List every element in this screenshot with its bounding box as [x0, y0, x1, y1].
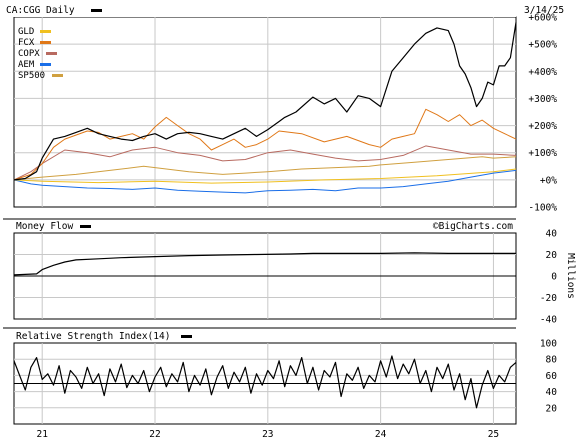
chart-date: 3/14/25	[524, 5, 564, 16]
x-tick-label: 21	[36, 429, 48, 440]
legend-label: COPX	[18, 49, 40, 59]
series-line-aem	[13, 169, 517, 194]
y-tick-label: -20	[540, 293, 557, 304]
y-tick-label: +500%	[528, 40, 557, 51]
rsi-title: Relative Strength Index(14)	[16, 331, 170, 342]
series-line-fcx	[13, 108, 517, 181]
series-line-money-flow	[13, 252, 516, 276]
x-tick-label: 22	[149, 429, 160, 440]
legend-swatch	[40, 63, 51, 66]
series-line-ca-cgg	[13, 22, 517, 181]
price-panel	[13, 16, 517, 208]
y-tick-label: 40	[546, 387, 558, 398]
legend-label: AEM	[18, 60, 35, 70]
watermark: ©BigCharts.com	[433, 221, 513, 232]
legend-swatch	[40, 30, 51, 33]
y-tick-label: 20	[546, 403, 558, 414]
y-tick-label: +100%	[528, 148, 557, 159]
y-tick-label: -40	[540, 315, 557, 326]
legend-swatch	[52, 74, 63, 77]
legend-swatch	[40, 41, 51, 44]
price-title-bar	[3, 3, 516, 17]
series-line-sp500	[13, 156, 517, 181]
rsi-swatch	[181, 335, 192, 338]
y-tick-label: +300%	[528, 94, 557, 105]
legend-label: GLD	[18, 27, 34, 37]
x-tick-label: 25	[488, 429, 499, 440]
chart-title: CA:CGG Daily	[6, 5, 75, 16]
y-tick-label: 0	[551, 272, 557, 283]
legend-label: SP500	[18, 71, 45, 81]
y-tick-label: +200%	[528, 121, 557, 132]
y-tick-label: 40	[546, 229, 558, 240]
y-axis-label: Millions	[565, 253, 576, 299]
series-line-gld	[13, 168, 517, 184]
moneyflow-swatch	[80, 225, 91, 228]
y-tick-label: +0%	[540, 175, 557, 186]
moneyflow-title: Money Flow	[16, 221, 73, 232]
y-tick-label: 100	[540, 339, 557, 350]
y-tick-label: -100%	[528, 203, 557, 214]
legend-label: FCX	[18, 38, 35, 48]
y-tick-label: 60	[546, 371, 558, 382]
y-tick-label: 20	[546, 250, 558, 261]
y-tick-label: +400%	[528, 67, 557, 78]
series-line-copx	[13, 145, 517, 181]
y-tick-label: 80	[546, 355, 558, 366]
x-tick-label: 23	[262, 429, 273, 440]
y-tick-label: +600%	[528, 13, 557, 24]
series-line-relative-strength-index-14-	[13, 355, 517, 409]
legend-swatch	[46, 52, 57, 55]
x-tick-label: 24	[375, 429, 387, 440]
price-title-swatch	[91, 9, 102, 12]
